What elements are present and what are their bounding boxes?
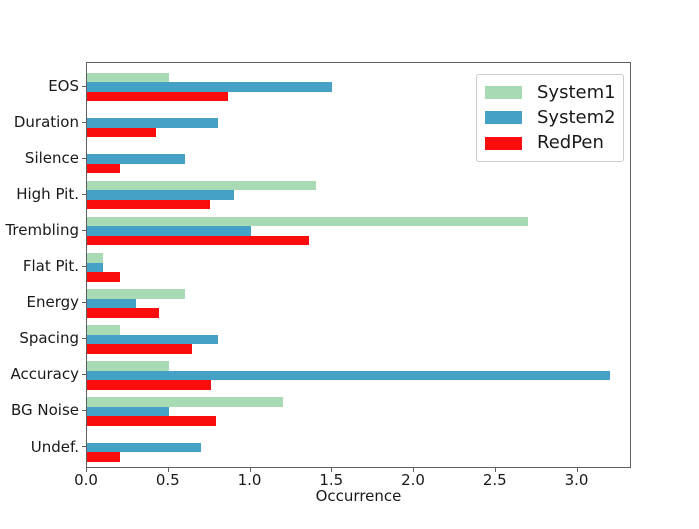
x-axis-label: Occurrence	[315, 487, 402, 505]
category-label-bg-noise: BG Noise	[10, 401, 79, 420]
bar-redpen-undef	[87, 452, 120, 462]
category-label-eos: EOS	[48, 77, 79, 95]
y-tick-mark	[82, 229, 86, 231]
category-label-trembling: Trembling	[5, 221, 79, 240]
bar-system2-accuracy	[87, 370, 611, 381]
bar-redpen-energy	[87, 308, 159, 318]
bar-redpen-accuracy	[87, 380, 212, 390]
bar-system1-high-pit	[87, 180, 316, 191]
bar-system2-energy	[87, 298, 137, 309]
y-tick-mark	[82, 301, 86, 303]
bar-system2-flat-pit	[87, 262, 104, 272]
bar-system2-high-pit	[87, 190, 235, 200]
category-label-flat-pit: Flat Pit.	[22, 257, 79, 276]
y-tick-mark	[82, 337, 86, 339]
x-tick-label: 0.5	[155, 471, 180, 489]
x-tick-mark	[331, 468, 333, 472]
bar-redpen-eos	[87, 91, 228, 102]
y-tick-mark	[82, 265, 86, 267]
x-tick-mark	[494, 468, 496, 472]
legend-item-redpen: RedPen	[485, 134, 623, 152]
category-label-duration: Duration	[13, 113, 79, 132]
bar-system1-spacing	[87, 325, 120, 335]
x-tick-mark	[86, 468, 87, 472]
bar-redpen-bg-noise	[87, 416, 217, 426]
x-tick-mark	[576, 468, 578, 472]
bar-redpen-silence	[87, 163, 120, 174]
category-label-energy: Energy	[26, 293, 79, 312]
bar-system2-undef	[87, 442, 202, 453]
legend: System1 System2 RedPen	[476, 74, 624, 162]
bar-system1-energy	[87, 289, 186, 299]
y-tick-mark	[82, 121, 86, 123]
x-tick-label: 1.0	[237, 471, 262, 489]
redpen-color-swatch	[485, 136, 522, 150]
x-tick-label: 1.5	[319, 471, 344, 489]
legend-label: System2	[537, 106, 616, 128]
bar-redpen-spacing	[87, 344, 192, 354]
bar-system1-bg-noise	[87, 397, 284, 407]
y-tick-mark	[82, 446, 86, 447]
bar-system2-silence	[87, 154, 186, 164]
bar-system2-spacing	[87, 334, 218, 345]
bar-system1-eos	[87, 72, 169, 83]
bar-redpen-high-pit	[87, 199, 210, 210]
x-tick-mark	[249, 468, 251, 472]
system1-color-swatch	[485, 86, 522, 100]
bar-system1-trembling	[87, 216, 529, 227]
bar-system1-accuracy	[87, 361, 169, 371]
legend-label: RedPen	[537, 132, 604, 154]
bar-redpen-flat-pit	[87, 272, 120, 282]
y-tick-mark	[82, 373, 86, 375]
category-label-high-pit: High Pit.	[16, 185, 79, 204]
legend-item-system1: System1	[485, 81, 623, 103]
x-tick-mark	[167, 468, 169, 472]
x-tick-label: 2.0	[401, 471, 425, 489]
x-tick-label: 3.0	[564, 471, 589, 489]
y-tick-mark	[82, 409, 86, 411]
system2-color-swatch	[485, 111, 522, 125]
bar-system2-trembling	[87, 226, 251, 236]
x-tick-label: 0.0	[74, 471, 98, 489]
bar-system2-eos	[87, 82, 333, 92]
bar-redpen-trembling	[87, 235, 310, 246]
x-tick-label: 2.5	[482, 471, 507, 489]
category-label-accuracy: Accuracy	[10, 365, 79, 384]
category-label-silence: Silence	[24, 149, 79, 168]
y-tick-mark	[82, 85, 86, 87]
category-label-undef: Undef.	[30, 437, 79, 456]
bar-redpen-duration	[87, 127, 156, 138]
y-tick-mark	[82, 193, 86, 195]
bar-system2-bg-noise	[87, 406, 169, 417]
legend-label: System1	[537, 81, 616, 103]
legend-item-system2: System2	[485, 106, 623, 128]
bar-system1-flat-pit	[87, 253, 104, 263]
x-tick-mark	[413, 468, 414, 472]
category-label-spacing: Spacing	[19, 329, 79, 348]
bar-system2-duration	[87, 118, 218, 128]
y-tick-mark	[82, 157, 86, 159]
